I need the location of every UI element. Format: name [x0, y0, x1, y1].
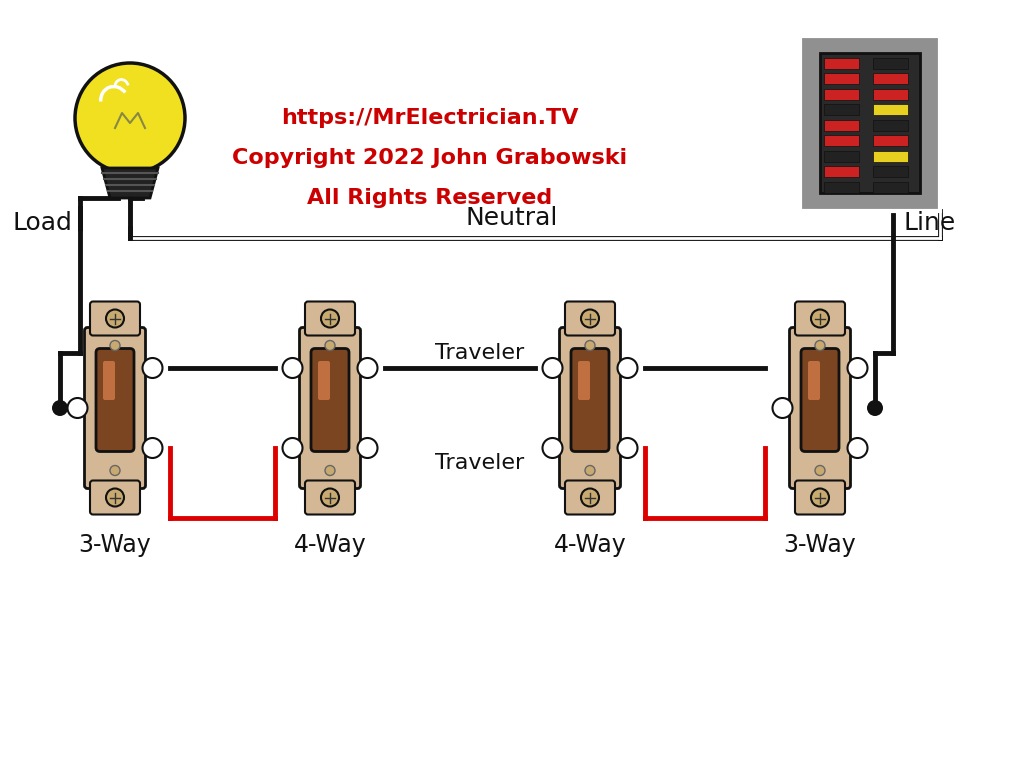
FancyBboxPatch shape — [299, 327, 360, 488]
Circle shape — [321, 310, 339, 327]
Text: Traveler: Traveler — [435, 343, 524, 363]
Circle shape — [581, 488, 599, 507]
Text: 4-Way: 4-Way — [294, 533, 367, 557]
Circle shape — [142, 438, 163, 458]
Bar — [873, 104, 908, 115]
FancyBboxPatch shape — [578, 361, 590, 400]
Circle shape — [68, 398, 87, 418]
FancyBboxPatch shape — [318, 361, 330, 400]
Circle shape — [581, 310, 599, 327]
Circle shape — [106, 488, 124, 507]
FancyBboxPatch shape — [90, 481, 140, 515]
Bar — [873, 151, 908, 162]
Circle shape — [283, 358, 302, 378]
Circle shape — [867, 400, 883, 416]
Bar — [824, 58, 859, 68]
Bar — [824, 151, 859, 162]
FancyBboxPatch shape — [305, 302, 355, 336]
Circle shape — [357, 358, 378, 378]
Text: Neutral: Neutral — [466, 206, 558, 230]
FancyBboxPatch shape — [96, 349, 134, 452]
Bar — [824, 88, 859, 100]
Bar — [873, 88, 908, 100]
Bar — [824, 73, 859, 84]
Text: https://MrElectrician.TV: https://MrElectrician.TV — [282, 108, 579, 128]
Bar — [873, 167, 908, 177]
FancyBboxPatch shape — [103, 361, 115, 400]
Circle shape — [142, 358, 163, 378]
Circle shape — [75, 63, 185, 173]
Circle shape — [617, 438, 638, 458]
Circle shape — [585, 340, 595, 350]
FancyBboxPatch shape — [311, 349, 349, 452]
Text: All Rights Reserved: All Rights Reserved — [307, 188, 553, 208]
Text: Line: Line — [903, 211, 955, 235]
Circle shape — [543, 358, 562, 378]
FancyBboxPatch shape — [85, 327, 145, 488]
Circle shape — [110, 340, 120, 350]
Circle shape — [283, 438, 302, 458]
Circle shape — [848, 358, 867, 378]
FancyBboxPatch shape — [305, 481, 355, 515]
FancyBboxPatch shape — [790, 327, 851, 488]
Circle shape — [815, 465, 825, 475]
FancyBboxPatch shape — [90, 302, 140, 336]
Text: 3-Way: 3-Way — [79, 533, 152, 557]
Circle shape — [543, 438, 562, 458]
Bar — [824, 104, 859, 115]
Circle shape — [325, 465, 335, 475]
Circle shape — [811, 310, 829, 327]
Circle shape — [811, 488, 829, 507]
Text: Traveler: Traveler — [435, 453, 524, 473]
Circle shape — [772, 398, 793, 418]
FancyBboxPatch shape — [571, 349, 609, 452]
Polygon shape — [102, 168, 158, 198]
Circle shape — [357, 438, 378, 458]
Bar — [873, 58, 908, 68]
Text: Load: Load — [12, 211, 72, 235]
Circle shape — [321, 488, 339, 507]
Bar — [873, 73, 908, 84]
Text: 3-Way: 3-Way — [783, 533, 856, 557]
FancyBboxPatch shape — [565, 302, 615, 336]
Bar — [824, 167, 859, 177]
FancyBboxPatch shape — [795, 302, 845, 336]
Bar — [800, 35, 940, 210]
Bar — [824, 182, 859, 193]
Bar — [824, 120, 859, 131]
FancyBboxPatch shape — [559, 327, 621, 488]
Circle shape — [325, 340, 335, 350]
Circle shape — [585, 465, 595, 475]
Circle shape — [110, 465, 120, 475]
Bar — [873, 135, 908, 146]
FancyBboxPatch shape — [565, 481, 615, 515]
Bar — [873, 182, 908, 193]
FancyBboxPatch shape — [808, 361, 820, 400]
Circle shape — [52, 400, 68, 416]
Bar — [873, 120, 908, 131]
Text: Copyright 2022 John Grabowski: Copyright 2022 John Grabowski — [232, 148, 628, 168]
Bar — [820, 53, 920, 193]
Circle shape — [815, 340, 825, 350]
Circle shape — [848, 438, 867, 458]
FancyBboxPatch shape — [801, 349, 839, 452]
Circle shape — [617, 358, 638, 378]
Circle shape — [106, 310, 124, 327]
Text: 4-Way: 4-Way — [554, 533, 627, 557]
FancyBboxPatch shape — [795, 481, 845, 515]
Bar — [824, 135, 859, 146]
